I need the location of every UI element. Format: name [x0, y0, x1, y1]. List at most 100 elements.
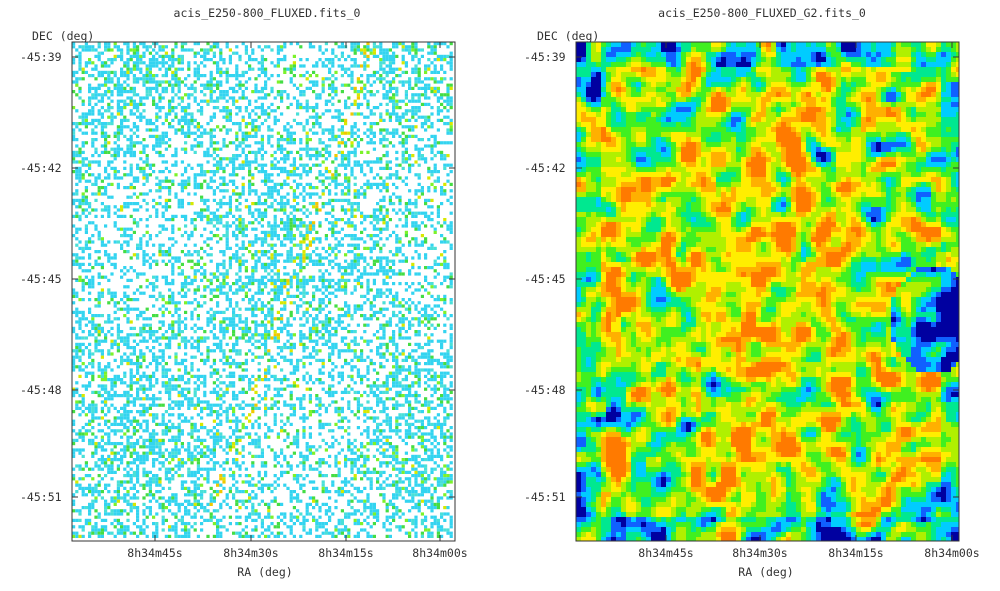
left-heatmap-cell	[385, 294, 389, 298]
left-heatmap-cell	[324, 330, 328, 334]
left-heatmap-cell	[145, 192, 149, 196]
left-heatmap-cell	[308, 211, 312, 215]
left-heatmap-cell	[430, 134, 434, 138]
left-heatmap-cell	[401, 157, 405, 161]
left-heatmap-cell	[360, 80, 364, 84]
left-heatmap-cell	[235, 64, 239, 68]
left-heatmap-cell	[369, 170, 373, 174]
left-heatmap-cell	[251, 256, 255, 260]
left-heatmap-cell	[417, 243, 421, 247]
left-heatmap-cell	[100, 106, 104, 110]
left-heatmap-cell	[238, 275, 242, 279]
left-heatmap-cell	[206, 150, 210, 154]
left-heatmap-cell	[414, 80, 418, 84]
left-heatmap-cell	[270, 48, 274, 52]
left-heatmap-cell	[228, 173, 232, 177]
left-heatmap-cell	[404, 147, 408, 151]
left-heatmap-cell	[414, 288, 418, 292]
left-heatmap-cell	[88, 83, 92, 87]
left-heatmap-cell	[75, 54, 79, 58]
left-heatmap-cell	[216, 342, 220, 346]
left-heatmap-cell	[315, 186, 319, 190]
left-heatmap-cell	[120, 74, 124, 78]
left-heatmap-cell	[376, 352, 380, 356]
left-heatmap-cell	[324, 323, 328, 327]
left-heatmap-cell	[120, 358, 124, 362]
left-heatmap-cell	[331, 291, 335, 295]
left-heatmap-cell	[75, 125, 79, 129]
left-heatmap-cell	[315, 333, 319, 337]
left-heatmap-cell	[104, 134, 108, 138]
left-heatmap-cell	[158, 320, 162, 324]
left-heatmap-cell	[449, 346, 453, 350]
left-heatmap-cell	[260, 144, 264, 148]
left-heatmap-cell	[120, 128, 124, 132]
left-heatmap-cell	[120, 330, 124, 334]
left-heatmap-cell	[334, 166, 338, 170]
left-heatmap-cell	[94, 118, 98, 122]
left-heatmap-cell	[152, 355, 156, 359]
left-heatmap-cell	[427, 352, 431, 356]
left-heatmap-cell	[328, 320, 332, 324]
left-heatmap-cell	[78, 246, 82, 250]
left-heatmap-cell	[382, 278, 386, 282]
left-heatmap-cell	[235, 134, 239, 138]
left-heatmap-cell	[216, 346, 220, 350]
left-heatmap-cell	[78, 96, 82, 100]
left-heatmap-cell	[190, 147, 194, 151]
left-heatmap-cell	[94, 77, 98, 81]
left-heatmap-cell	[427, 218, 431, 222]
left-heatmap-cell	[321, 61, 325, 65]
left-heatmap-cell	[449, 355, 453, 359]
left-heatmap-cell	[379, 259, 383, 263]
left-heatmap-cell	[382, 86, 386, 90]
left-heatmap-cell	[392, 106, 396, 110]
left-heatmap-cell	[276, 352, 280, 356]
left-heatmap-cell	[350, 262, 354, 266]
left-heatmap-cell	[436, 42, 440, 46]
left-heatmap-cell	[302, 74, 306, 78]
left-heatmap-cell	[142, 42, 146, 46]
left-heatmap-cell	[302, 259, 306, 263]
left-heatmap-cell	[145, 122, 149, 126]
left-heatmap-cell	[286, 173, 290, 177]
left-heatmap-cell	[366, 150, 370, 154]
left-heatmap-cell	[100, 349, 104, 353]
left-heatmap-cell	[280, 96, 284, 100]
left-heatmap-cell	[193, 144, 197, 148]
left-heatmap-cell	[347, 182, 351, 186]
left-heatmap-cell	[411, 317, 415, 321]
left-heatmap-cell	[94, 96, 98, 100]
left-heatmap-cell	[344, 282, 348, 286]
left-heatmap-cell	[200, 358, 204, 362]
left-heatmap-cell	[414, 227, 418, 231]
left-heatmap-cell	[75, 109, 79, 113]
left-heatmap-cell	[404, 112, 408, 116]
left-heatmap-cell	[289, 224, 293, 228]
left-heatmap-cell	[129, 70, 133, 74]
left-heatmap-cell	[193, 173, 197, 177]
left-heatmap-cell	[376, 291, 380, 295]
left-heatmap-cell	[225, 342, 229, 346]
left-heatmap-cell	[113, 310, 117, 314]
left-heatmap-cell	[190, 122, 194, 126]
left-heatmap-cell	[324, 234, 328, 238]
left-heatmap-cell	[219, 237, 223, 241]
left-heatmap-cell	[408, 154, 412, 158]
left-heatmap-cell	[91, 45, 95, 49]
left-heatmap-cell	[308, 301, 312, 305]
left-heatmap-cell	[248, 250, 252, 254]
left-heatmap-cell	[168, 186, 172, 190]
left-heatmap-cell	[353, 182, 357, 186]
left-heatmap-cell	[84, 189, 88, 193]
left-heatmap-cell	[75, 230, 79, 234]
left-heatmap-cell	[132, 80, 136, 84]
left-heatmap-cell	[206, 310, 210, 314]
left-heatmap-cell	[190, 230, 194, 234]
left-heatmap-cell	[123, 234, 127, 238]
left-heatmap-cell	[148, 173, 152, 177]
left-heatmap-cell	[142, 160, 146, 164]
left-heatmap-cell	[379, 48, 383, 52]
left-heatmap-cell	[155, 61, 159, 65]
left-heatmap-cell	[75, 307, 79, 311]
